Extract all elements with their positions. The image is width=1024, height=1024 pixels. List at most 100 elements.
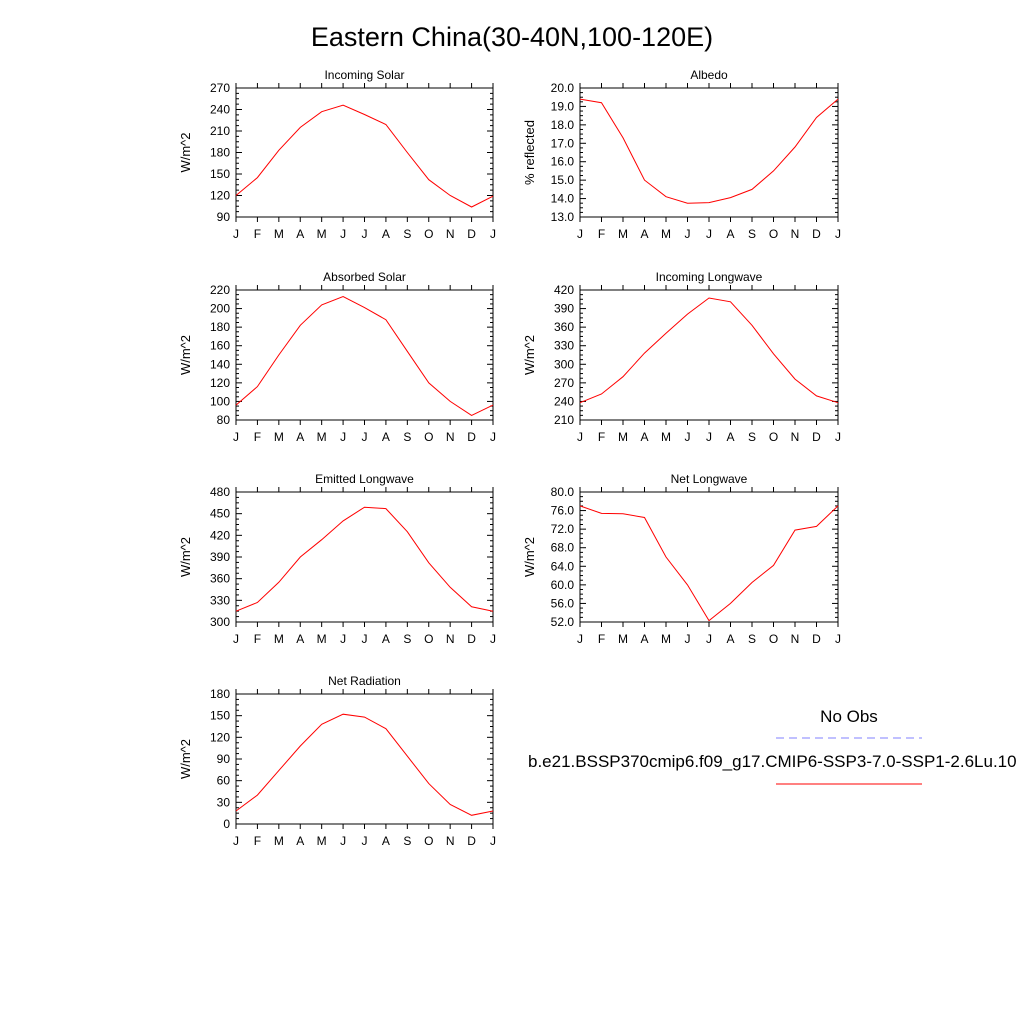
y-tick-label: 0	[223, 817, 230, 831]
y-tick-label: 68.0	[551, 541, 575, 555]
x-tick-label: J	[362, 834, 368, 848]
y-axis-label: % reflected	[522, 120, 537, 185]
x-tick-label: J	[490, 227, 496, 241]
legend-label-no-obs: No Obs	[820, 707, 878, 726]
x-tick-label: J	[706, 632, 712, 646]
x-tick-label: M	[661, 632, 671, 646]
x-tick-label: M	[317, 632, 327, 646]
x-tick-label: D	[812, 430, 821, 444]
panel-title: Incoming Solar	[324, 68, 404, 82]
x-tick-label: J	[490, 834, 496, 848]
x-tick-label: S	[748, 430, 756, 444]
x-tick-label: M	[618, 430, 628, 444]
y-tick-label: 240	[554, 394, 574, 408]
y-tick-label: 300	[210, 615, 230, 629]
x-tick-label: F	[598, 632, 605, 646]
x-tick-label: M	[274, 430, 284, 444]
y-tick-label: 15.0	[551, 173, 575, 187]
x-tick-label: A	[382, 227, 390, 241]
panel-0: Incoming SolarW/m^227024021018015012090J…	[178, 68, 496, 241]
x-tick-label: S	[403, 834, 411, 848]
y-tick-label: 90	[217, 752, 231, 766]
x-tick-label: F	[598, 430, 605, 444]
x-tick-label: J	[340, 430, 346, 444]
y-tick-label: 240	[210, 103, 230, 117]
x-tick-label: D	[467, 632, 476, 646]
series-line	[579, 505, 839, 622]
y-tick-label: 270	[554, 376, 574, 390]
y-tick-label: 120	[210, 189, 230, 203]
y-tick-label: 480	[210, 485, 230, 499]
x-tick-label: F	[254, 632, 261, 646]
x-tick-label: A	[726, 227, 734, 241]
x-tick-label: J	[835, 227, 841, 241]
y-tick-label: 180	[210, 146, 230, 160]
x-tick-label: M	[661, 430, 671, 444]
x-tick-label: M	[317, 227, 327, 241]
y-tick-label: 72.0	[551, 522, 575, 536]
x-tick-label: M	[317, 430, 327, 444]
y-tick-label: 100	[210, 394, 230, 408]
panel-frame	[579, 289, 839, 421]
y-tick-label: 220	[210, 283, 230, 297]
x-tick-label: N	[791, 227, 800, 241]
x-tick-label: J	[340, 834, 346, 848]
x-tick-label: F	[254, 227, 261, 241]
x-tick-label: D	[467, 227, 476, 241]
x-tick-label: J	[362, 632, 368, 646]
y-tick-label: 17.0	[551, 136, 575, 150]
panel-title: Net Longwave	[671, 472, 748, 486]
y-tick-label: 120	[210, 730, 230, 744]
y-tick-label: 210	[554, 413, 574, 427]
y-tick-label: 450	[210, 507, 230, 521]
panel-4: Emitted Longwave W/m^2 480 450 420 390 360 330 3…	[178, 472, 496, 646]
y-tick-label: 18.0	[551, 118, 575, 132]
y-tick-label: 60.0	[551, 578, 575, 592]
x-tick-label: A	[296, 227, 304, 241]
series-line	[235, 104, 494, 208]
y-tick-label: 19.0	[551, 99, 575, 113]
x-tick-label: M	[618, 227, 628, 241]
x-tick-label: F	[598, 227, 605, 241]
x-tick-label: D	[467, 834, 476, 848]
x-tick-label: A	[640, 632, 648, 646]
legend: No Obs b.e21.BSSP370cmip6.f09_g17.CMIP6-…	[528, 707, 1017, 785]
y-tick-label: 180	[210, 320, 230, 334]
x-tick-label: N	[446, 632, 455, 646]
x-tick-label: J	[835, 430, 841, 444]
x-tick-label: M	[274, 632, 284, 646]
y-tick-label: 60	[217, 774, 231, 788]
legend-label-model-run: b.e21.BSSP370cmip6.f09_g17.CMIP6-SSP3-7.…	[528, 752, 1017, 771]
panel-title: Albedo	[690, 68, 728, 82]
y-tick-label: 390	[210, 550, 230, 564]
x-tick-label: D	[812, 227, 821, 241]
x-tick-label: F	[254, 834, 261, 848]
panel-5: Net Longwave W/m^2 80.0 76.0 72.0 68.0 64.0 60.…	[522, 472, 841, 646]
x-tick-label: J	[233, 834, 239, 848]
x-tick-label: O	[769, 227, 778, 241]
x-tick-label: A	[382, 834, 390, 848]
x-tick-label: A	[726, 632, 734, 646]
y-axis-label: W/m^2	[522, 537, 537, 577]
x-tick-label: M	[661, 227, 671, 241]
y-tick-label: 200	[210, 302, 230, 316]
panel-1: Albedo % reflected 20.0 19.0 18.0 17.0 16.0 15.…	[522, 68, 841, 241]
x-tick-label: M	[274, 834, 284, 848]
x-tick-label: A	[296, 834, 304, 848]
x-tick-label: N	[446, 430, 455, 444]
y-tick-label: 150	[210, 167, 230, 181]
x-tick-label: N	[791, 632, 800, 646]
x-tick-label: J	[577, 227, 583, 241]
series-line	[235, 713, 494, 816]
x-tick-label: J	[490, 632, 496, 646]
x-tick-label: J	[362, 430, 368, 444]
series-line	[579, 98, 839, 204]
y-tick-label: 80	[217, 413, 231, 427]
y-axis-label: W/m^2	[178, 739, 193, 779]
y-tick-label: 210	[210, 124, 230, 138]
y-tick-label: 52.0	[551, 615, 575, 629]
y-tick-label: 390	[554, 302, 574, 316]
x-tick-label: J	[706, 227, 712, 241]
x-tick-label: O	[424, 227, 433, 241]
x-tick-label: J	[685, 430, 691, 444]
